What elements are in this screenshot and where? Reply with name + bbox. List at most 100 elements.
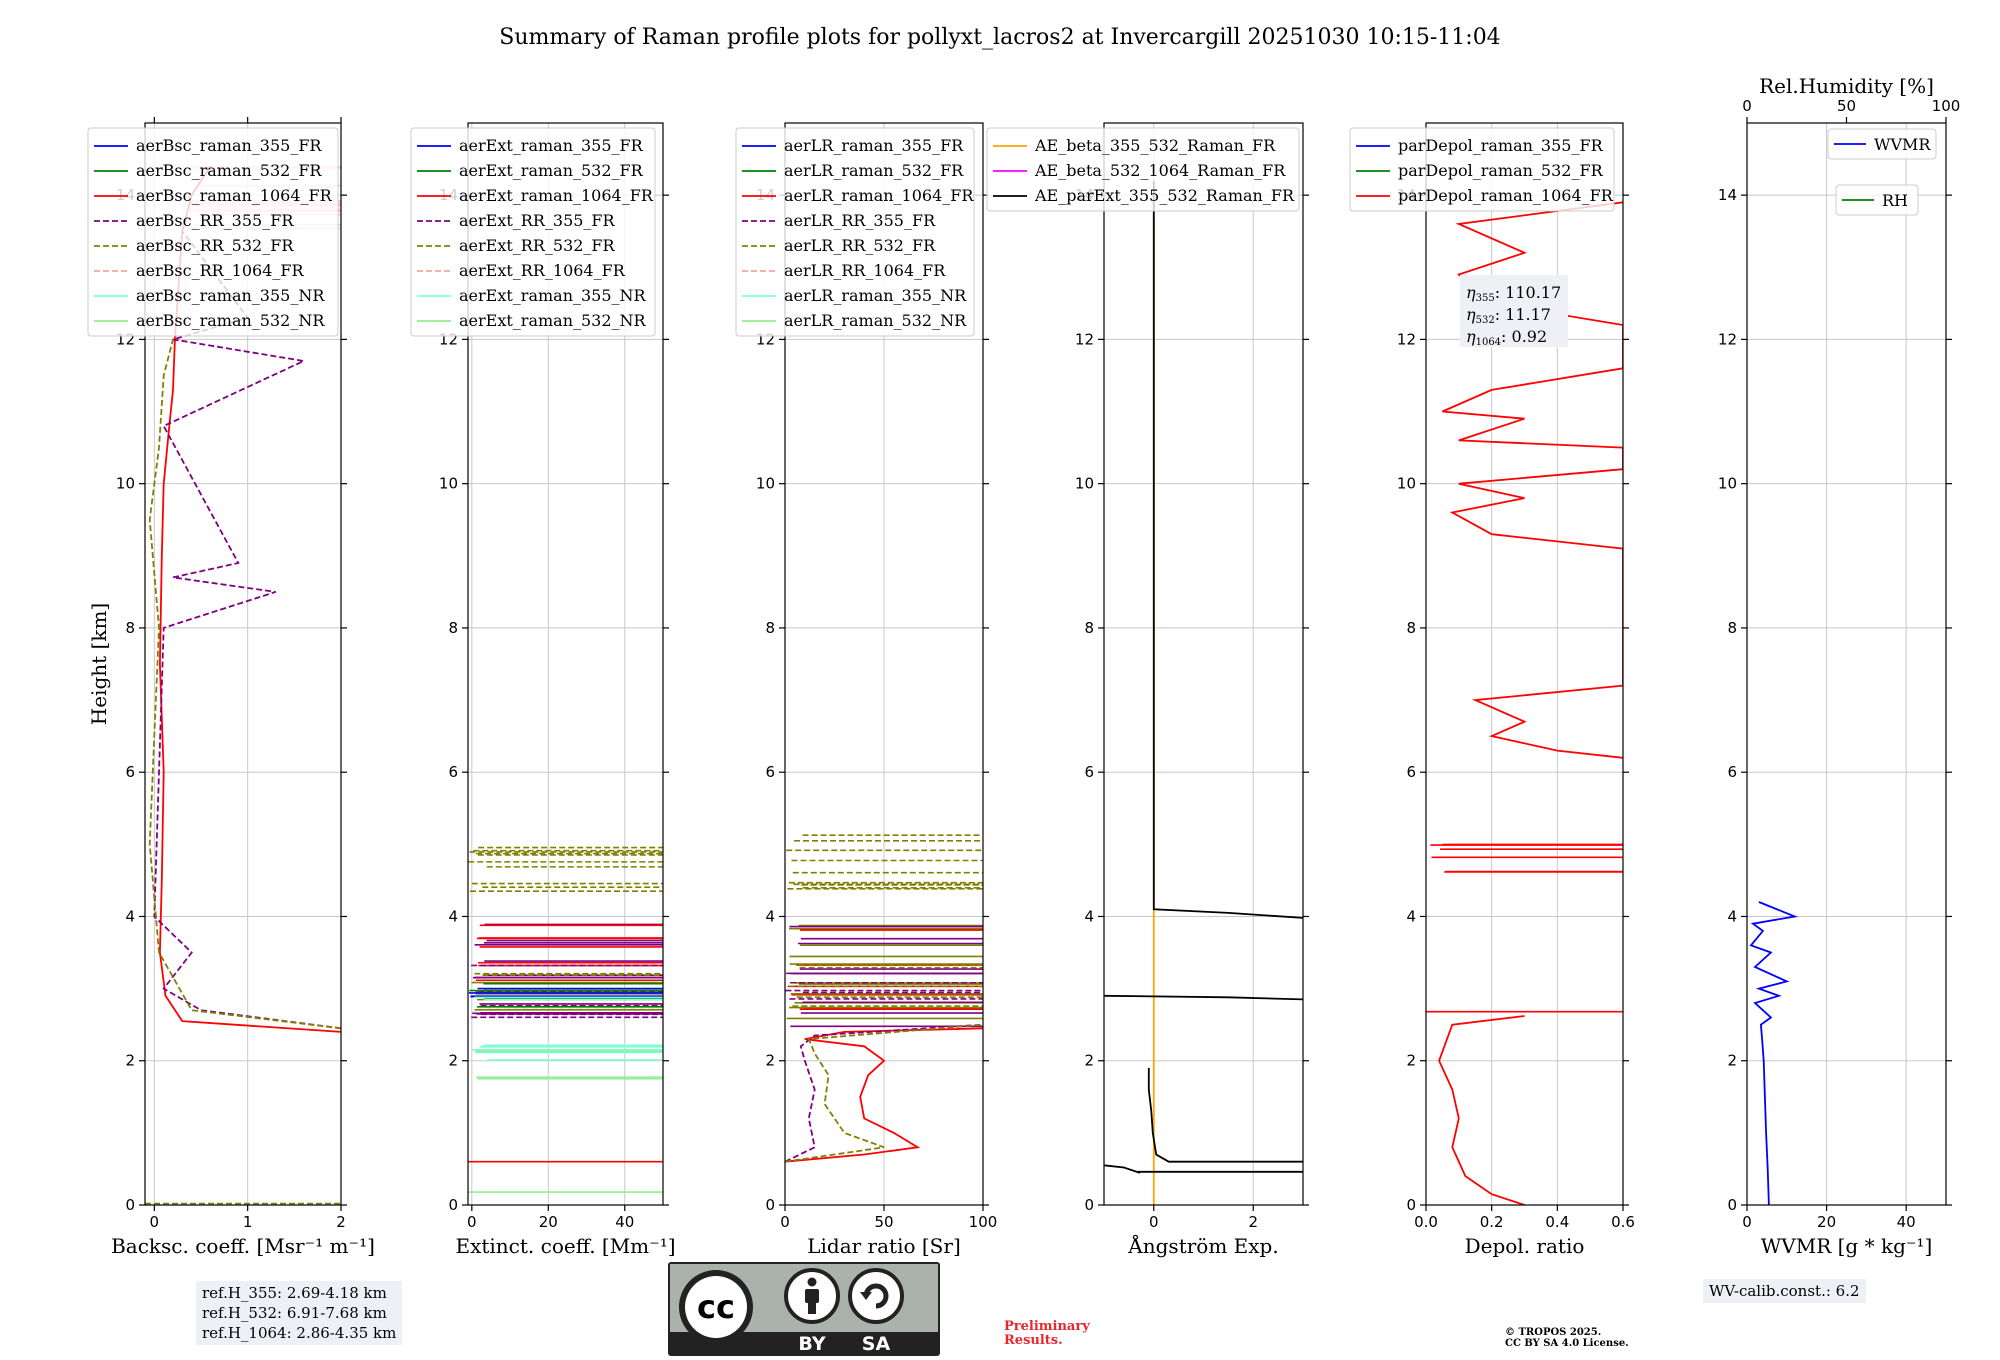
legend-box: [735, 127, 975, 337]
y-tick-label: 6: [448, 763, 458, 781]
x-tick-label: 40: [615, 1213, 634, 1231]
legend-box: [1349, 127, 1615, 212]
wv-calibration-constant: WV-calib.const.: 6.2: [1709, 1282, 1860, 1300]
badge-bottom: [670, 1332, 938, 1354]
legend-entry: aerLR_raman_532_NR: [784, 311, 967, 330]
series-AE_parExt_355_532_Raman_FR_b: [1147, 1067, 1303, 1163]
x-tick-label: 0: [780, 1213, 790, 1231]
legend-entry: aerLR_RR_532_FR: [784, 236, 936, 255]
y-tick-label: 0: [448, 1196, 458, 1214]
y-tick-label: 0: [1406, 1196, 1416, 1214]
legend-box: [87, 127, 339, 337]
legend-entry: aerLR_RR_1064_FR: [784, 261, 946, 280]
legend-entry: parDepol_raman_532_FR: [1398, 161, 1604, 180]
x-tick-label: 0.4: [1545, 1213, 1569, 1231]
series-AE_parExt_355_532_Raman_FR_d: [1152, 180, 1303, 919]
series-aerLR_raman_1064_FR: [785, 1027, 983, 1163]
legend-entry: aerBsc_raman_532_NR: [136, 311, 325, 330]
plot-area-ae: [1104, 180, 1303, 1205]
cc-mark: cc: [697, 1288, 735, 1326]
x-tick-label: 0: [1149, 1213, 1159, 1231]
legend-depol: parDepol_raman_355_FR parDepol_raman_532_…: [1349, 127, 1615, 212]
copyright-note: © TROPOS 2025. CC BY SA 4.0 License.: [1505, 1327, 1629, 1349]
legend-entry: aerLR_raman_1064_FR: [784, 186, 974, 205]
x-tick-label: 40: [1897, 1213, 1916, 1231]
top-x-tick-label: 50: [1837, 97, 1856, 115]
series-aerBsc_RR_532_FR: [148, 339, 341, 1030]
x-tick-label: 2: [336, 1213, 346, 1231]
copyright-line-1: © TROPOS 2025.: [1505, 1327, 1602, 1338]
y-tick-label: 6: [1406, 763, 1416, 781]
y-tick-label: 0: [1084, 1196, 1094, 1214]
legend-ext: aerExt_raman_355_FR aerExt_raman_532_FRae…: [410, 127, 656, 337]
legend-entry: aerBsc_raman_355_NR: [136, 286, 325, 305]
x-tick-label: 50: [874, 1213, 893, 1231]
axes-frame: [1746, 122, 1947, 1206]
y-tick-label: 10: [116, 475, 135, 493]
x-tick-label: 100: [969, 1213, 998, 1231]
legend-entry: AE_parExt_355_532_Raman_FR: [1034, 186, 1295, 205]
y-tick-label: 8: [1406, 619, 1416, 637]
ref-height-1064: ref.H_1064: 2.86-4.35 km: [202, 1324, 397, 1342]
legend-entry: aerBsc_RR_532_FR: [136, 236, 294, 255]
by-label: BY: [798, 1333, 825, 1355]
y-tick-label: 6: [1727, 763, 1737, 781]
eta-box: [1460, 275, 1568, 347]
panel-ext: 0204002468101214Extinct. coeff. [Mm⁻¹]ae…: [410, 122, 676, 1258]
panel-depol: 0.00.20.40.602468101214Depol. ratioparDe…: [1349, 122, 1635, 1258]
y-tick-label: 14: [1718, 186, 1737, 204]
axes-frame: [1425, 122, 1624, 1206]
axes-frame: [144, 122, 342, 1206]
top-axis-label: Rel.Humidity [%]: [1759, 74, 1934, 98]
legend-entry: aerBsc_raman_355_FR: [136, 136, 322, 155]
axes-frame: [467, 122, 664, 1206]
y-tick-label: 2: [125, 1052, 135, 1070]
cc-by-sa-license-badge: cc BY SA: [668, 1262, 940, 1356]
y-tick-label: 12: [1075, 330, 1094, 348]
legend-entry: AE_beta_532_1064_Raman_FR: [1034, 161, 1286, 180]
sa-arrow: [863, 1283, 889, 1309]
panel-bsc: 01202468101214Backsc. coeff. [Msr⁻¹ m⁻¹]…: [87, 117, 375, 1258]
y-tick-label: 10: [1397, 475, 1416, 493]
x-tick-label: 0.6: [1611, 1213, 1635, 1231]
chart-title: Summary of Raman profile plots for polly…: [499, 25, 1500, 50]
x-tick-label: 20: [1817, 1213, 1836, 1231]
legend-entry: aerBsc_raman_1064_FR: [136, 186, 333, 205]
reference-heights-box: ref.H_355: 2.69-4.18 km ref.H_532: 6.91-…: [196, 1281, 403, 1345]
legend-bsc: aerBsc_raman_355_FR aerBsc_raman_532_FRae…: [87, 127, 339, 337]
x-tick-label: 0: [467, 1213, 477, 1231]
legend-entry: aerBsc_RR_355_FR: [136, 211, 294, 230]
legend-entry: aerExt_raman_355_FR: [459, 136, 644, 155]
eta-355: η355: 110.17: [1466, 283, 1561, 304]
y-tick-label: 2: [448, 1052, 458, 1070]
legend-entry: parDepol_raman_355_FR: [1398, 136, 1604, 155]
series-AE_parExt_355_532_Raman_FR: [1104, 1164, 1303, 1174]
y-tick-label: 12: [1397, 330, 1416, 348]
legend-ae: AE_beta_355_532_Raman_FR AE_beta_532_1064…: [986, 127, 1300, 212]
legend-entry: aerBsc_RR_1064_FR: [136, 261, 305, 280]
legend-entry: aerLR_RR_355_FR: [784, 211, 936, 230]
plot-area-depol: [1426, 201, 1623, 1205]
legend-entry: aerExt_raman_355_NR: [459, 286, 647, 305]
y-tick-label: 4: [1084, 907, 1094, 925]
legend-entry: aerExt_RR_1064_FR: [459, 261, 626, 280]
y-tick-label: 2: [1727, 1052, 1737, 1070]
series-RH: [1986, 888, 2000, 1205]
x-tick-label: 0: [150, 1213, 160, 1231]
y-tick-label: 6: [125, 763, 135, 781]
series-aerLR_RR_355_FR: [785, 1023, 983, 1163]
top-x-tick-label: 0: [1742, 97, 1752, 115]
legend-entry: WVMR: [1874, 135, 1931, 154]
y-tick-label: 4: [448, 907, 458, 925]
x-tick-label: 0.2: [1480, 1213, 1504, 1231]
y-tick-label: 0: [765, 1196, 775, 1214]
legend-entry: aerLR_raman_355_FR: [784, 136, 964, 155]
y-tick-label: 2: [1084, 1052, 1094, 1070]
panel-lr: 05010002468101214Lidar ratio [Sr]aerLR_r…: [735, 122, 998, 1258]
y-tick-label: 4: [765, 907, 775, 925]
legend-rh: RH: [1835, 184, 1919, 216]
y-tick-label: 10: [439, 475, 458, 493]
legend-entry: AE_beta_355_532_Raman_FR: [1034, 136, 1276, 155]
y-tick-label: 6: [1084, 763, 1094, 781]
